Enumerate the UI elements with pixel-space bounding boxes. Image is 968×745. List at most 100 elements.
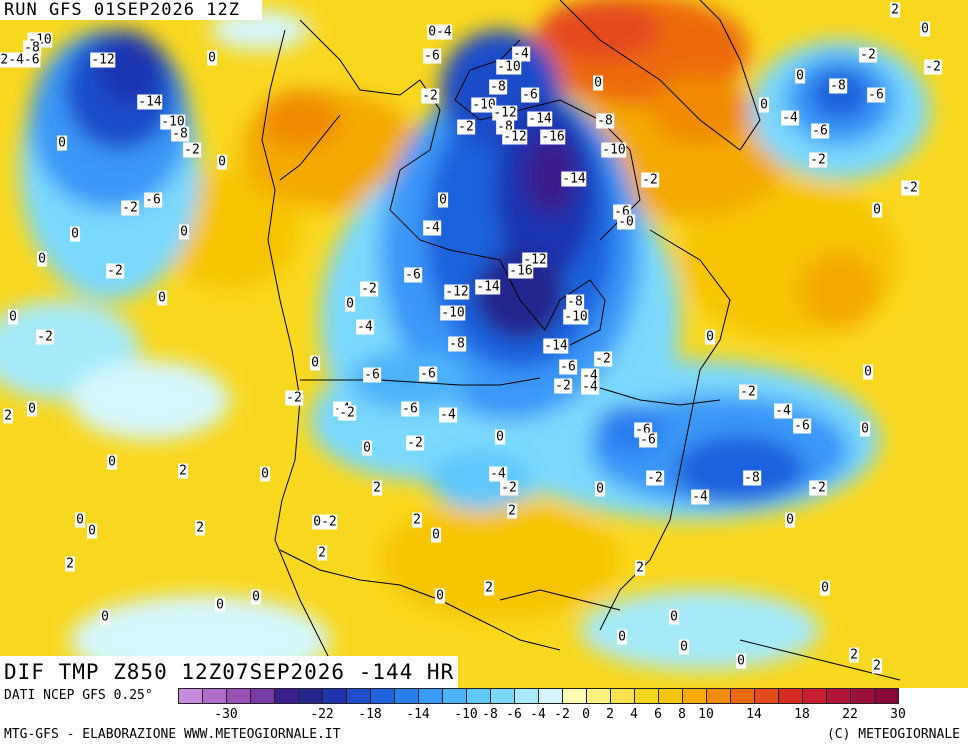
legend-tick-label: -2 xyxy=(554,707,570,722)
contour-label: -2 xyxy=(859,47,877,63)
contour-label: -12 xyxy=(492,105,518,121)
contour-label: 0 xyxy=(860,421,870,437)
contour-label: -16 xyxy=(508,263,534,279)
contour-label: -4 xyxy=(781,110,799,126)
contour-label: 2 xyxy=(849,647,859,663)
contour-label: 2-4-6 xyxy=(0,52,41,68)
contour-label: 0 xyxy=(27,401,37,417)
contour-label: -14 xyxy=(475,279,501,295)
contour-label: -2 xyxy=(360,281,378,297)
contour-label: 0 xyxy=(345,296,355,312)
contour-label: -2 xyxy=(183,142,201,158)
contour-label: -2 xyxy=(594,351,612,367)
contour-label: -12 xyxy=(502,129,528,145)
contour-label: 2 xyxy=(872,658,882,674)
contour-label: 0 xyxy=(495,429,505,445)
contour-label: 0 xyxy=(820,580,830,596)
contour-label: 0 xyxy=(920,21,930,37)
legend-tick-label: 14 xyxy=(746,707,762,722)
contour-label: -8 xyxy=(566,294,584,310)
contour-label: 0 xyxy=(217,154,227,170)
contour-label: 0 xyxy=(438,192,448,208)
legend-tick-label: 0 xyxy=(582,707,590,722)
legend-tick-label: -22 xyxy=(310,707,334,722)
contour-label: 0 xyxy=(362,440,372,456)
legend-swatch xyxy=(610,688,635,704)
legend-swatch xyxy=(202,688,227,704)
contour-label: 2 xyxy=(890,2,900,18)
contour-label: -8 xyxy=(171,126,189,142)
legend-swatch xyxy=(514,688,539,704)
credit-left: MTG-GFS - ELABORAZIONE WWW.METEOGIORNALE… xyxy=(4,727,341,742)
contour-label: 0 xyxy=(785,512,795,528)
contour-label: -4 xyxy=(489,466,507,482)
contour-label: -2 xyxy=(406,435,424,451)
contour-label: -8 xyxy=(23,40,41,56)
contour-label: 0 xyxy=(795,68,805,84)
map-title: DIF TMP Z850 12Z07SEP2026 -144 HR xyxy=(0,656,458,688)
contour-label: -2 xyxy=(457,119,475,135)
legend-swatch xyxy=(802,688,827,704)
legend-swatch xyxy=(850,688,875,704)
contour-label: 0 xyxy=(87,523,97,539)
contour-label: 0 xyxy=(736,653,746,669)
contour-label: 2 xyxy=(178,463,188,479)
contour-label: 2 xyxy=(635,560,645,576)
contour-label: 0 xyxy=(431,527,441,543)
contour-label: -2 xyxy=(809,152,827,168)
color-legend xyxy=(178,688,899,704)
contour-label: 0 xyxy=(251,589,261,605)
legend-tick-label: 22 xyxy=(842,707,858,722)
contour-label: -8 xyxy=(596,113,614,129)
contour-label: 0 xyxy=(179,224,189,240)
contour-label: -2 xyxy=(500,480,518,496)
contour-label: -4 xyxy=(439,407,457,423)
contour-label: -2 xyxy=(924,59,942,75)
legend-swatch xyxy=(682,688,707,704)
contour-label: -2 xyxy=(641,172,659,188)
contour-label: 0-2 xyxy=(312,514,338,530)
legend-swatch xyxy=(826,688,851,704)
legend-tick-label: 30 xyxy=(890,707,906,722)
contour-label: -4 xyxy=(691,489,709,505)
contour-label: -6 xyxy=(559,359,577,375)
contour-label: -4 xyxy=(581,379,599,395)
contour-label: 0 xyxy=(8,309,18,325)
contour-label: -4 xyxy=(356,319,374,335)
legend-swatch xyxy=(178,688,203,704)
legend-swatch xyxy=(586,688,611,704)
contour-label: -6 xyxy=(793,418,811,434)
legend-swatch xyxy=(418,688,443,704)
contour-label: -4 xyxy=(774,403,792,419)
contour-label: -8 xyxy=(743,470,761,486)
contour-label: -12 xyxy=(90,52,116,68)
legend-swatch xyxy=(466,688,491,704)
contour-label: 2 xyxy=(317,545,327,561)
legend-tick-label: -14 xyxy=(406,707,430,722)
contour-label: 0-4 xyxy=(427,24,453,40)
contour-label: 0 xyxy=(595,481,605,497)
contour-label: -2 xyxy=(421,88,439,104)
contour-label: 0 xyxy=(705,329,715,345)
contour-label: -6 xyxy=(401,401,419,417)
legend-swatch xyxy=(394,688,419,704)
contour-label: 0 xyxy=(260,466,270,482)
contour-label: -10 xyxy=(471,97,497,113)
legend-tick-label: 8 xyxy=(678,707,686,722)
legend-swatch xyxy=(226,688,251,704)
contour-label: -2 xyxy=(646,470,664,486)
contour-label: 2 xyxy=(372,480,382,496)
legend-tick-label: -18 xyxy=(358,707,382,722)
contour-label: -2 xyxy=(809,480,827,496)
contour-label: -2 xyxy=(901,180,919,196)
contour-label: 0 xyxy=(669,609,679,625)
contour-label: -2 xyxy=(285,390,303,406)
legend-swatch xyxy=(706,688,731,704)
contour-label: -2 xyxy=(338,405,356,421)
contour-label: -6 xyxy=(521,87,539,103)
temperature-anomaly-map: -10-82-4-6-120-14-10-8-200-2-6000-200-22… xyxy=(0,0,968,688)
contour-label: -4 xyxy=(423,220,441,236)
contour-label: -6 xyxy=(404,267,422,283)
contour-label: -8 xyxy=(448,336,466,352)
legend-swatch xyxy=(730,688,755,704)
